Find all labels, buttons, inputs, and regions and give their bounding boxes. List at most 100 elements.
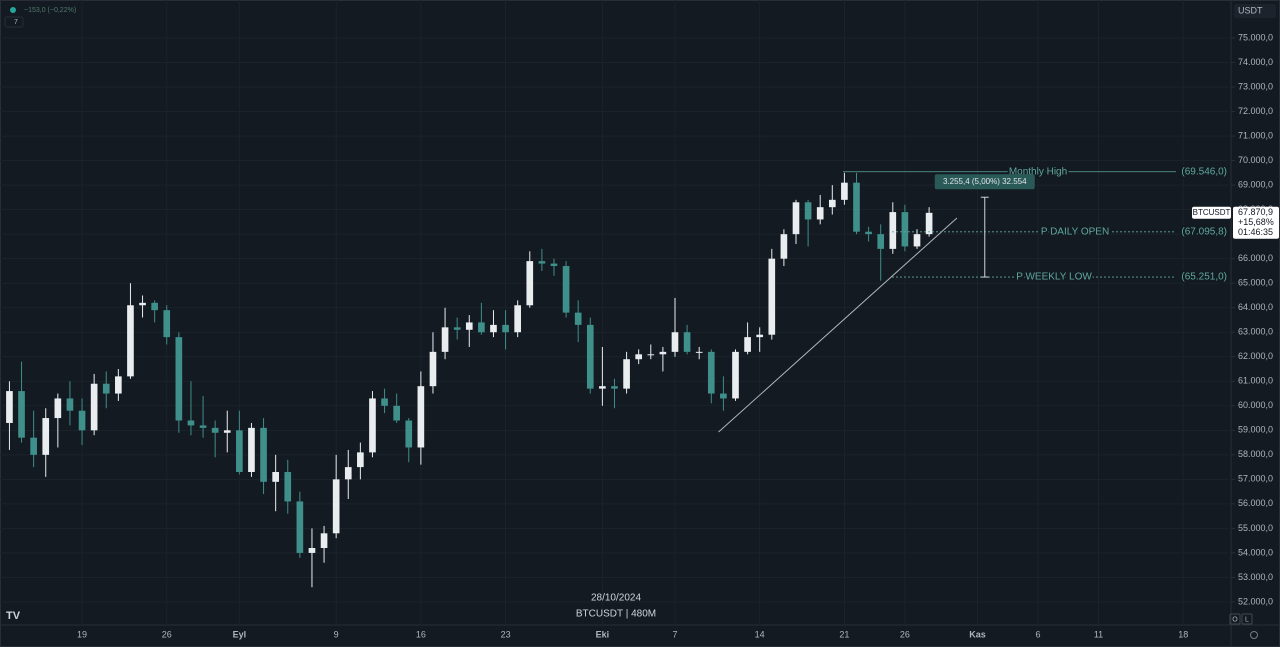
y-tick-label: 58.000,0 — [1238, 449, 1273, 459]
candle-body — [695, 351, 703, 353]
candle-body — [465, 322, 473, 330]
settings-button[interactable] — [1250, 631, 1258, 639]
y-tick-label: 69.000,0 — [1238, 179, 1273, 189]
candle-body — [66, 398, 74, 411]
candle-body — [127, 305, 134, 377]
candle-body — [780, 234, 788, 259]
footer-button-label[interactable]: O — [1232, 616, 1238, 623]
y-tick-label: 59.000,0 — [1238, 425, 1273, 435]
candle-body — [344, 467, 352, 480]
y-tick-label: 65.000,0 — [1238, 278, 1273, 288]
y-tick-label: 72.000,0 — [1238, 106, 1273, 116]
x-tick-label: 16 — [416, 629, 426, 639]
candle-body — [816, 207, 824, 220]
y-tick-label: 63.000,0 — [1238, 327, 1273, 337]
candle-body — [550, 263, 558, 267]
currency[interactable]: USDT — [1238, 5, 1263, 15]
candle-body — [562, 266, 570, 313]
candle-body — [538, 261, 546, 264]
candle-body — [490, 324, 497, 333]
x-tick-label: 11 — [1094, 629, 1103, 639]
candle-body — [381, 398, 388, 406]
candle-body — [478, 322, 485, 333]
candle-body — [54, 398, 62, 419]
y-tick-label: 56.000,0 — [1238, 498, 1273, 508]
candle-body — [804, 202, 812, 220]
candle-body — [526, 261, 534, 306]
indicator-toggle[interactable] — [4, 16, 24, 28]
y-tick-label: 60.000,0 — [1238, 400, 1273, 410]
y-tick-label: 61.000,0 — [1238, 376, 1273, 386]
y-tick-label: 75.000,0 — [1238, 32, 1273, 42]
x-tick-label: Eyl — [233, 629, 247, 639]
candle-body — [647, 354, 655, 356]
y-tick-label: 62.000,0 — [1238, 351, 1273, 361]
level-name: P WEEKLY LOW — [1016, 272, 1092, 283]
y-tick-label: 52.000,0 — [1238, 596, 1273, 606]
marks — [6, 172, 933, 588]
candle-body — [320, 533, 328, 549]
candle-body — [30, 437, 37, 455]
candle-body — [792, 202, 800, 235]
candle-body — [211, 427, 219, 433]
candle-body — [623, 359, 630, 389]
candle-body — [720, 393, 727, 399]
footer-button[interactable] — [1229, 613, 1241, 625]
x-tick-label: 26 — [900, 629, 910, 639]
candle-body — [6, 391, 13, 423]
candle-body — [417, 386, 425, 448]
grid — [0, 0, 1228, 625]
candle-body — [611, 386, 618, 389]
footer-button-label[interactable]: L — [1245, 616, 1249, 623]
candle-body — [707, 351, 715, 394]
candle-body — [187, 420, 195, 426]
candle-body — [151, 302, 158, 311]
candle-body — [18, 391, 25, 438]
candle-body — [369, 398, 376, 453]
candle-body — [901, 212, 909, 247]
y-tick-label: 71.000,0 — [1238, 130, 1273, 140]
candle-body — [877, 234, 885, 249]
candle-body — [635, 354, 643, 360]
candle-body — [853, 182, 860, 232]
candle-body — [405, 420, 413, 448]
y-tick-label: 74.000,0 — [1238, 57, 1273, 67]
candle-body — [514, 305, 522, 333]
candle-body — [574, 312, 582, 325]
y-tick-label: 53.000,0 — [1238, 572, 1273, 582]
candle-body — [865, 231, 872, 235]
level-price: (69.546,0) — [1181, 166, 1227, 177]
y-tick-label: 70.000,0 — [1238, 155, 1273, 165]
y-tick-label: 73.000,0 — [1238, 81, 1273, 91]
candle-body — [732, 351, 739, 399]
y-tick-label: 66.000,0 — [1238, 253, 1273, 263]
candle-body — [175, 337, 183, 421]
candle-body — [248, 427, 255, 472]
legend-change: −153,0 (−0,22%) — [24, 7, 76, 14]
candle-body — [599, 386, 606, 389]
measure-text: 3.255,4 (5,00%) 32.554 — [943, 177, 1027, 186]
candle-body — [296, 501, 304, 553]
candle-body — [102, 383, 110, 394]
candle-body — [236, 430, 243, 472]
y-tick-label: 55.000,0 — [1238, 523, 1273, 533]
trendline — [718, 217, 958, 433]
candle-body — [756, 334, 764, 338]
x-tick-label: 26 — [162, 629, 172, 639]
candle-body — [441, 327, 449, 352]
candle-body — [889, 212, 897, 249]
currency-button[interactable] — [1234, 4, 1276, 18]
x-tick-label: 23 — [501, 629, 511, 639]
candle-body — [659, 351, 667, 355]
indicator-count[interactable]: 7 — [14, 19, 18, 26]
watermark-symbol: BTCUSDT | 480M — [576, 609, 656, 620]
candle-body — [272, 471, 279, 482]
candle-body — [671, 332, 679, 352]
footer-button[interactable] — [1241, 613, 1253, 625]
watermark-date: 28/10/2024 — [591, 593, 641, 604]
price-tag — [1233, 206, 1279, 239]
candle-body — [357, 452, 364, 468]
price-tag-change: +15,68% — [1238, 217, 1274, 227]
x-tick-label: 19 — [77, 629, 87, 639]
